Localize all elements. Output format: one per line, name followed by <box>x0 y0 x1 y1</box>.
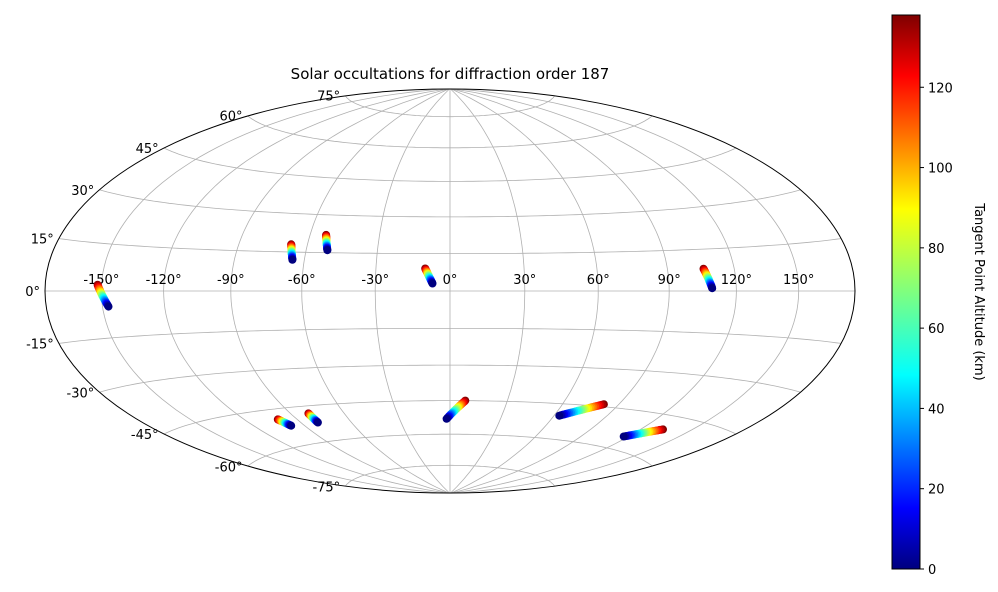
occultation-point <box>708 284 717 293</box>
y-tick-label: -60° <box>215 460 243 475</box>
parallel-line <box>344 95 556 118</box>
x-tick-label: 60° <box>587 273 610 288</box>
occultation-point <box>323 246 332 255</box>
colorbar-tick-label: 0 <box>928 563 936 578</box>
parallel-line <box>247 115 653 149</box>
parallel-line <box>163 400 737 435</box>
y-tick-label: 15° <box>31 233 54 248</box>
parallel-line <box>99 364 801 393</box>
x-tick-label: 30° <box>513 273 536 288</box>
colorbar-tick-label: 40 <box>928 402 945 417</box>
x-tick-label: -120° <box>146 273 182 288</box>
occultation-point <box>442 414 451 423</box>
colorbar-label: Tangent Point Altitude (km) <box>971 202 986 380</box>
occultation-point <box>287 421 296 430</box>
colorbar-tick-label: 60 <box>928 322 945 337</box>
x-tick-label: -30° <box>361 273 389 288</box>
colorbar-tick-label: 100 <box>928 162 953 177</box>
occultation-points <box>93 230 717 441</box>
y-tick-labels: 75° 60° 45° 30° 15° 0° -15° -30° -45° -60° -75° <box>25 89 340 495</box>
colorbar: 0 20 40 60 80 100 120 <box>891 14 953 578</box>
y-tick-label: 30° <box>71 184 94 199</box>
occultation-point <box>313 418 322 427</box>
colorbar-tick-label: 80 <box>928 242 945 257</box>
y-tick-label: 75° <box>317 89 340 104</box>
occultation-point <box>288 255 297 264</box>
occultation-point <box>619 432 628 441</box>
y-tick-label: 60° <box>219 110 242 125</box>
x-tick-label: 120° <box>721 273 752 288</box>
occultation-point <box>555 411 564 420</box>
y-tick-label: -45° <box>131 428 159 443</box>
x-tick-label: 0° <box>443 273 458 288</box>
parallel-line <box>58 238 842 254</box>
parallel-line <box>163 147 737 182</box>
x-tick-labels: -150° -120° -90° -60° -30° 0° 30° 60° 90° 120° 150… <box>83 273 814 288</box>
parallel-line <box>58 328 842 344</box>
x-tick-label: 150° <box>783 273 814 288</box>
colorbar-tick-label: 120 <box>928 81 953 96</box>
y-tick-label: 0° <box>25 285 40 300</box>
parallel-line <box>344 464 556 487</box>
x-tick-label: -60° <box>288 273 316 288</box>
y-tick-label: -30° <box>67 386 95 401</box>
colorbar-gradient <box>891 14 921 570</box>
occultation-point <box>428 279 437 288</box>
parallel-line <box>247 433 653 467</box>
parallel-line <box>99 189 801 218</box>
chart-title: Solar occultations for diffraction order… <box>290 65 610 83</box>
colorbar-tick-label: 20 <box>928 483 945 498</box>
x-tick-label: 90° <box>658 273 681 288</box>
y-tick-label: -75° <box>312 481 340 496</box>
x-tick-label: -150° <box>83 273 119 288</box>
graticule <box>45 89 855 493</box>
x-tick-label: -90° <box>217 273 245 288</box>
y-tick-label: 45° <box>136 142 159 157</box>
y-tick-label: -15° <box>26 337 54 352</box>
occultation-point <box>104 302 113 311</box>
map-border <box>44 88 856 494</box>
